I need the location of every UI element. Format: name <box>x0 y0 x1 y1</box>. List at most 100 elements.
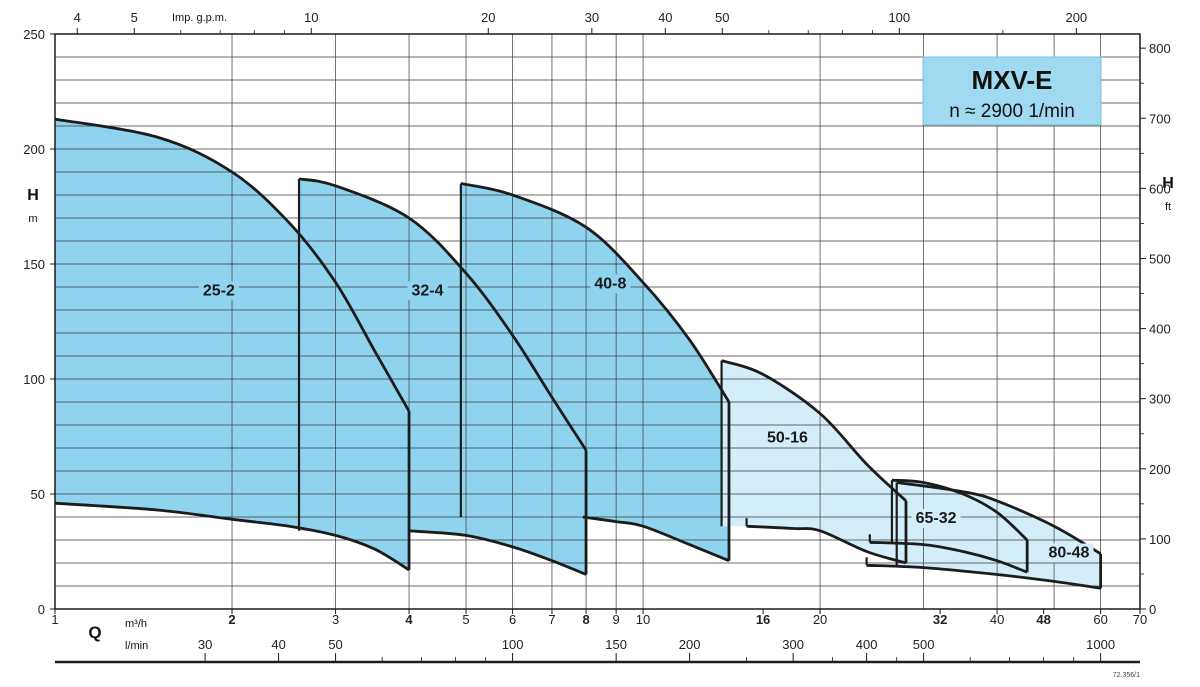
y-axis-symbol: H <box>27 187 39 204</box>
y2-axis-symbol: H <box>1162 175 1174 192</box>
y2-tick-label: 800 <box>1149 41 1171 56</box>
x-tick-label: 5 <box>462 612 469 627</box>
x-tick-label: 3 <box>332 612 339 627</box>
x-tick-label: 20 <box>813 612 827 627</box>
curve-top-65-32 <box>891 478 1029 542</box>
gpm-axis-ticks: 4 5 10 20 30 40 50 100 200 <box>74 10 1087 34</box>
curve-bottom-65-32 <box>869 540 1028 574</box>
curve-outlines <box>54 117 1103 590</box>
y2-tick-label: 600 <box>1149 181 1171 196</box>
x-tick-label: 1 <box>51 612 58 627</box>
curve-bottom-40-8 <box>582 515 730 562</box>
y-axis-title: H m <box>27 187 39 225</box>
x-tick-label: 2 <box>228 612 235 627</box>
lmin-tick-label: 100 <box>502 637 524 652</box>
y2-tick-label: 200 <box>1149 462 1171 477</box>
gpm-tick-label: 20 <box>481 10 495 25</box>
lmin-tick-label: 50 <box>328 637 342 652</box>
lmin-tick-label: 300 <box>782 637 804 652</box>
x-axis-symbol: Q <box>88 623 101 642</box>
lmin-tick-label: 150 <box>605 637 627 652</box>
curve-label-40-8: 40-8 <box>594 275 626 292</box>
gpm-tick-label: 10 <box>304 10 318 25</box>
curve-label-bg <box>198 281 240 301</box>
y-tick-label: 50 <box>31 487 45 502</box>
plot-border <box>54 33 1141 610</box>
x-tick-label: 60 <box>1093 612 1107 627</box>
y-axis-ticks: 0 50 100 150 200 250 <box>23 27 55 617</box>
gpm-tick-label: 40 <box>658 10 672 25</box>
curve-top-32-4 <box>298 177 588 452</box>
lmin-tick-label: 500 <box>913 637 935 652</box>
x-axis-ticks: 1 2 3 4 5 6 7 8 9 10 16 20 32 40 48 60 70 <box>51 609 1147 627</box>
x-tick-label: 32 <box>933 612 947 627</box>
lmin-tick-label: 200 <box>679 637 701 652</box>
x-tick-label: 16 <box>756 612 770 627</box>
x-tick-label: 4 <box>405 612 413 627</box>
curve-bottom-25-2 <box>54 501 410 572</box>
lmin-tick-label: 40 <box>271 637 285 652</box>
gpm-tick-label: 4 <box>74 10 81 25</box>
x-axis-title: Q m³/h l/min Imp. g.p.m. <box>88 12 227 652</box>
curve-label-32-4: 32-4 <box>411 282 443 299</box>
curve-bottom-50-16 <box>746 524 907 565</box>
x-axis-unit-secondary: l/min <box>125 640 148 652</box>
y2-tick-label: 0 <box>1149 602 1156 617</box>
curve-label-80-48: 80-48 <box>1048 545 1089 562</box>
x-tick-label: 7 <box>548 612 555 627</box>
curve-label-25-2: 25-2 <box>203 282 235 299</box>
y2-tick-label: 700 <box>1149 111 1171 126</box>
x-axis-unit-primary: m³/h <box>125 618 147 630</box>
y-tick-label: 100 <box>23 372 45 387</box>
curve-bottom-32-4 <box>408 529 587 576</box>
y2-tick-label: 300 <box>1149 392 1171 407</box>
curve-top-40-8 <box>460 182 731 403</box>
x-tick-label: 8 <box>582 612 589 627</box>
gpm-tick-label: 200 <box>1065 10 1087 25</box>
y2-tick-label: 400 <box>1149 322 1171 337</box>
curve-label-bg <box>1044 543 1094 563</box>
lmin-tick-label: 30 <box>198 637 212 652</box>
y-tick-label: 150 <box>23 257 45 272</box>
y-axis-unit: m <box>28 213 37 225</box>
curve-label-bg <box>407 281 448 301</box>
curve-label-65-32: 65-32 <box>916 510 957 527</box>
y2-axis-title: H ft <box>1162 175 1174 213</box>
lmin-tick-label: 1000 <box>1086 637 1115 652</box>
y2-axis-ticks: 0 100 200 300 400 500 600 700 800 <box>1140 41 1171 617</box>
grid-lines <box>55 34 1141 609</box>
x-tick-label: 9 <box>613 612 620 627</box>
curve-top-80-48 <box>896 481 1102 556</box>
y-tick-label: 250 <box>23 27 45 42</box>
gpm-tick-label: 30 <box>585 10 599 25</box>
y-tick-label: 200 <box>23 142 45 157</box>
area-80-48 <box>866 482 1101 589</box>
lmin-axis-ticks: 30 40 50 100 150 200 300 400 500 1000 <box>198 637 1115 662</box>
curve-bottom-80-48 <box>866 563 1101 590</box>
curve-top-25-2 <box>54 117 411 412</box>
y2-tick-label: 100 <box>1149 532 1171 547</box>
x-tick-label: 48 <box>1036 612 1050 627</box>
curve-label-bg <box>762 428 812 448</box>
footer-code: 72.356/1 <box>1113 672 1140 679</box>
lmin-tick-label: 400 <box>856 637 878 652</box>
y2-tick-label: 500 <box>1149 251 1171 266</box>
gpm-tick-label: 5 <box>131 10 138 25</box>
area-40-8 <box>460 183 729 561</box>
x-axis-unit-top: Imp. g.p.m. <box>172 12 227 24</box>
x-tick-label: 10 <box>636 612 650 627</box>
info-box-background <box>922 56 1102 126</box>
y-tick-label: 0 <box>38 602 45 617</box>
curve-top-50-16 <box>721 359 907 502</box>
info-box-subtitle: n ≈ 2900 1/min <box>949 101 1075 122</box>
y2-axis-unit: ft <box>1165 201 1171 213</box>
curve-label-bg <box>911 509 961 528</box>
curve-label-bg <box>590 274 631 294</box>
gpm-tick-label: 100 <box>888 10 910 25</box>
x-tick-label: 70 <box>1133 612 1147 627</box>
x-tick-label: 40 <box>990 612 1004 627</box>
curve-labels: 25-2 32-4 40-8 50-16 65-32 80-48 <box>198 274 1094 563</box>
info-box-title: MXV-E <box>972 65 1053 95</box>
info-box: MXV-E n ≈ 2900 1/min <box>922 56 1102 126</box>
